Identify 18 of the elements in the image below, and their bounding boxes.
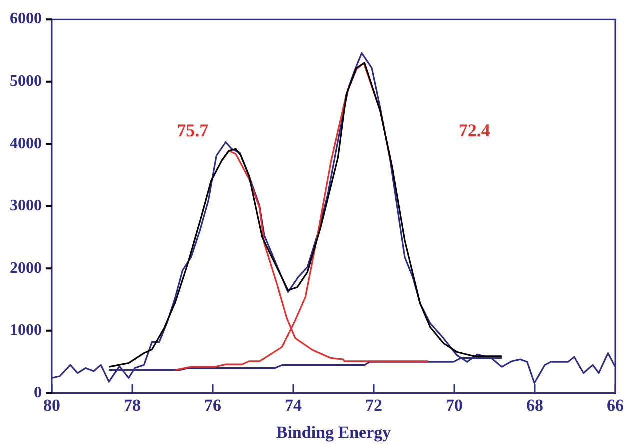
x-tick-label: 80 — [44, 396, 60, 415]
y-tick-label: 3000 — [10, 198, 42, 215]
y-tick-label: 1000 — [10, 322, 42, 340]
y-tick-label: 6000 — [10, 10, 42, 28]
annotation: 72.4 — [458, 120, 490, 140]
x-tick-label: 68 — [526, 396, 544, 415]
annotation: 75.7 — [177, 120, 209, 140]
x-tick-label: 78 — [124, 396, 141, 415]
y-tick-label: 0 — [34, 384, 42, 402]
x-tick-label: 66 — [607, 396, 624, 415]
y-tick-label: 5000 — [10, 73, 42, 90]
x-tick-label: 72 — [366, 396, 382, 415]
x-tick-label: 70 — [446, 396, 463, 415]
x-tick-label: 76 — [204, 396, 222, 415]
x-axis-title: Binding Energy — [276, 423, 392, 442]
y-tick-label: 2000 — [10, 260, 42, 277]
y-tick-label: 4000 — [10, 135, 42, 152]
x-tick-label: 74 — [285, 396, 302, 415]
